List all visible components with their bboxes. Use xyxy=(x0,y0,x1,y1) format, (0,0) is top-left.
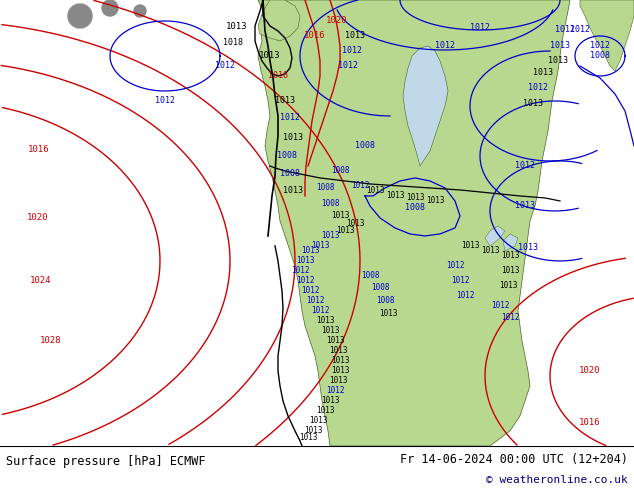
Text: 1012: 1012 xyxy=(291,267,309,275)
Text: 1008: 1008 xyxy=(331,167,349,175)
Text: 1012: 1012 xyxy=(338,61,358,71)
Text: 1012: 1012 xyxy=(326,387,344,395)
Text: 1008: 1008 xyxy=(277,151,297,160)
Circle shape xyxy=(68,4,92,28)
Text: 1016: 1016 xyxy=(578,418,600,427)
Text: 1013: 1013 xyxy=(275,97,295,105)
Text: 1013: 1013 xyxy=(321,396,339,405)
Text: 1013: 1013 xyxy=(501,267,519,275)
Text: 1012: 1012 xyxy=(155,97,175,105)
Text: 1008: 1008 xyxy=(405,203,425,213)
Text: 1008: 1008 xyxy=(590,51,610,60)
Text: 1013: 1013 xyxy=(336,226,354,236)
Text: 1016: 1016 xyxy=(28,146,49,154)
Text: 1012: 1012 xyxy=(451,276,469,286)
Text: 1013: 1013 xyxy=(321,231,339,241)
Text: 1024: 1024 xyxy=(30,276,51,286)
Polygon shape xyxy=(485,226,505,246)
Text: 1008: 1008 xyxy=(280,170,300,178)
Text: 1012: 1012 xyxy=(311,306,329,316)
Text: 1013: 1013 xyxy=(226,23,248,31)
Text: 1008: 1008 xyxy=(371,283,389,293)
Polygon shape xyxy=(258,0,300,41)
Circle shape xyxy=(134,5,146,17)
Text: 1013: 1013 xyxy=(378,309,398,318)
Text: 1012: 1012 xyxy=(528,83,548,93)
Text: 1012: 1012 xyxy=(570,25,590,34)
Text: 1012: 1012 xyxy=(446,262,464,270)
Text: 1013: 1013 xyxy=(329,346,347,355)
Text: 1008: 1008 xyxy=(355,142,375,150)
Text: © weatheronline.co.uk: © weatheronline.co.uk xyxy=(486,475,628,485)
Text: 1013: 1013 xyxy=(329,376,347,386)
Text: Fr 14-06-2024 00:00 UTC (12+204): Fr 14-06-2024 00:00 UTC (12+204) xyxy=(399,453,628,466)
Text: 1013: 1013 xyxy=(385,192,404,200)
Text: 1012: 1012 xyxy=(295,276,314,286)
Text: 1016: 1016 xyxy=(304,31,326,41)
Text: 1012: 1012 xyxy=(215,61,235,71)
Text: 1013: 1013 xyxy=(331,356,349,366)
Text: 1012: 1012 xyxy=(306,296,324,305)
Text: 1012: 1012 xyxy=(590,42,610,50)
Text: 1013: 1013 xyxy=(316,406,334,416)
Text: 1013: 1013 xyxy=(316,317,334,325)
Text: 1012: 1012 xyxy=(351,181,369,191)
Text: 1008: 1008 xyxy=(316,183,334,193)
Text: 1020: 1020 xyxy=(27,214,48,222)
Polygon shape xyxy=(403,46,448,166)
Text: 1013: 1013 xyxy=(550,42,570,50)
Text: 1020: 1020 xyxy=(327,17,348,25)
Text: 1013: 1013 xyxy=(331,367,349,375)
Text: 1012: 1012 xyxy=(555,25,575,34)
Polygon shape xyxy=(580,0,634,71)
Text: 1013: 1013 xyxy=(461,242,479,250)
Text: 1013: 1013 xyxy=(299,433,317,442)
Text: 1013: 1013 xyxy=(499,281,517,291)
Text: 1013: 1013 xyxy=(311,242,329,250)
Text: 1012: 1012 xyxy=(491,301,509,311)
Text: 1008: 1008 xyxy=(361,271,379,280)
Text: 1013: 1013 xyxy=(523,99,543,108)
Text: 1013: 1013 xyxy=(331,212,349,220)
Text: 1012: 1012 xyxy=(301,287,320,295)
Text: 1008: 1008 xyxy=(376,296,394,305)
Text: 1012: 1012 xyxy=(515,162,535,171)
Text: 1012: 1012 xyxy=(280,114,300,122)
Text: 1016: 1016 xyxy=(268,72,288,80)
Text: 1013: 1013 xyxy=(309,416,327,425)
Text: 1020: 1020 xyxy=(578,367,600,375)
Text: 1012: 1012 xyxy=(501,314,519,322)
Polygon shape xyxy=(258,0,570,446)
Text: 1013: 1013 xyxy=(295,256,314,266)
Text: 1008: 1008 xyxy=(321,199,339,208)
Circle shape xyxy=(102,0,118,16)
Text: 1018: 1018 xyxy=(223,39,243,48)
Text: 1013: 1013 xyxy=(321,326,339,336)
Text: 1012: 1012 xyxy=(470,24,490,32)
Text: 1013: 1013 xyxy=(259,51,281,60)
Text: 1013: 1013 xyxy=(406,194,424,202)
Polygon shape xyxy=(503,234,518,251)
Text: 1013: 1013 xyxy=(345,31,365,41)
Text: 1012: 1012 xyxy=(456,292,474,300)
Text: 1013: 1013 xyxy=(426,196,444,205)
Text: 1012: 1012 xyxy=(342,47,362,55)
Text: 1013: 1013 xyxy=(304,426,322,436)
Text: 1013: 1013 xyxy=(346,220,365,228)
Text: 1013: 1013 xyxy=(501,251,519,261)
Text: Surface pressure [hPa] ECMWF: Surface pressure [hPa] ECMWF xyxy=(6,455,206,468)
Text: 1013: 1013 xyxy=(518,244,538,252)
Text: 1013: 1013 xyxy=(533,69,553,77)
Text: 1013: 1013 xyxy=(515,201,535,210)
Text: 1013: 1013 xyxy=(366,187,384,196)
Text: 1013: 1013 xyxy=(301,246,320,255)
Text: 1028: 1028 xyxy=(40,337,61,345)
Text: 1013: 1013 xyxy=(283,187,303,196)
Text: 1013: 1013 xyxy=(481,246,499,255)
Text: 1013: 1013 xyxy=(283,133,303,143)
Text: 1013: 1013 xyxy=(326,337,344,345)
Text: 1012: 1012 xyxy=(435,42,455,50)
Text: 1013: 1013 xyxy=(548,56,568,66)
